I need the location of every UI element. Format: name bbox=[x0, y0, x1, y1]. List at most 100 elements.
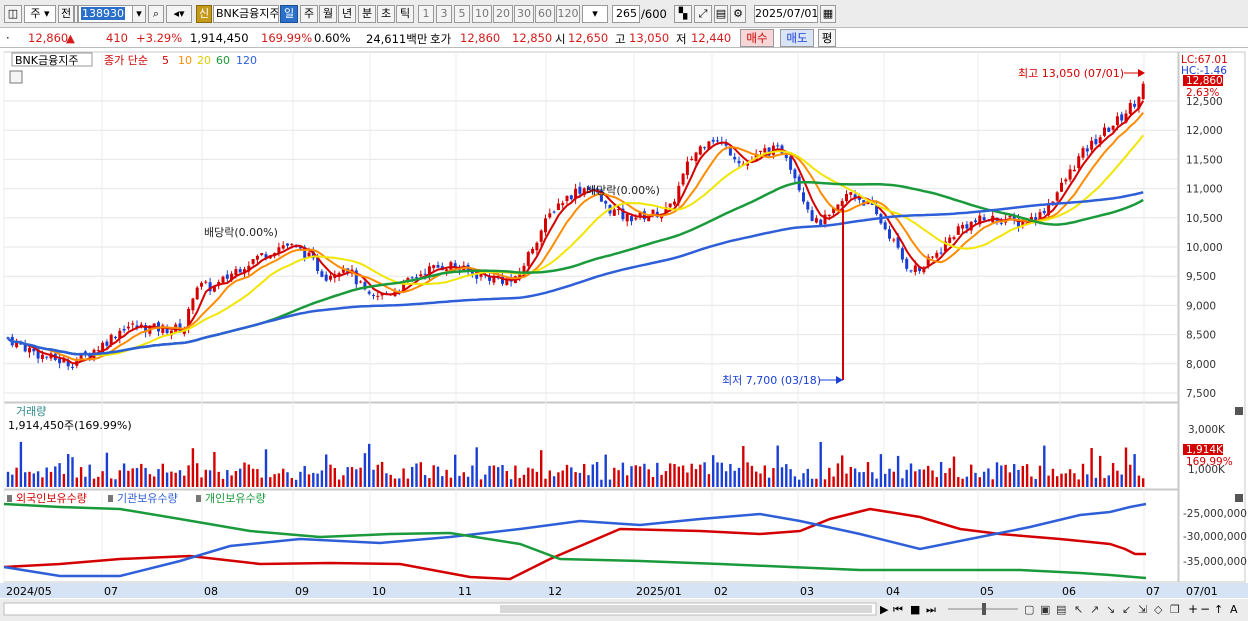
interval-120[interactable]: 120 bbox=[556, 5, 580, 23]
period-day[interactable]: 일 bbox=[280, 5, 298, 23]
copy-icon[interactable]: ❐ bbox=[1170, 603, 1180, 616]
layout-icon-3[interactable]: ▤ bbox=[1056, 603, 1066, 616]
candle-body bbox=[767, 147, 771, 156]
prev-arrow-icon[interactable] bbox=[74, 5, 78, 23]
eval-button[interactable]: 평 bbox=[818, 29, 836, 47]
volume-bar bbox=[1142, 478, 1145, 487]
stock-code-input[interactable]: 138930 bbox=[78, 5, 146, 23]
draw-tool-icon-4[interactable]: ↙ bbox=[1122, 603, 1131, 616]
price-panel[interactable] bbox=[3, 51, 1179, 403]
candle-body bbox=[574, 188, 578, 200]
stop-icon[interactable]: ■ bbox=[910, 603, 920, 616]
holder-panel[interactable] bbox=[3, 489, 1179, 583]
sell-button[interactable]: 매도 bbox=[780, 29, 814, 47]
count-input[interactable]: 265 bbox=[612, 5, 640, 23]
market-select[interactable]: 주 ▾ bbox=[24, 5, 56, 23]
interval-1[interactable]: 1 bbox=[418, 5, 434, 23]
period-minute[interactable]: 분 bbox=[358, 5, 376, 23]
candle-body bbox=[281, 245, 285, 249]
volume-bar bbox=[1008, 472, 1012, 487]
zoom-out-icon[interactable]: − bbox=[1200, 602, 1210, 616]
zoom-slider-handle[interactable] bbox=[982, 603, 986, 615]
period-tick[interactable]: 틱 bbox=[396, 5, 414, 23]
code-dropdown-icon[interactable]: ▾ bbox=[132, 5, 146, 23]
volume-bar bbox=[269, 477, 272, 487]
scroll-next-icon[interactable]: ⏭ bbox=[926, 603, 936, 616]
draw-tool-icon-1[interactable]: ↖ bbox=[1074, 603, 1083, 616]
stock-chart-svg[interactable]: 최저 7,700 (03/18) 최고 13,050 (07/01) 배당락(0… bbox=[0, 49, 1248, 621]
volume-bar bbox=[131, 468, 134, 487]
zoom-reset-icon[interactable]: ↑ bbox=[1214, 603, 1223, 616]
candle-body bbox=[290, 244, 294, 246]
volume-bars bbox=[6, 441, 1145, 487]
interval-3[interactable]: 3 bbox=[436, 5, 452, 23]
draw-tool-icon-3[interactable]: ↘ bbox=[1106, 603, 1115, 616]
draw-tool-icon-6[interactable]: ◇ bbox=[1154, 603, 1163, 616]
volume-bar bbox=[234, 470, 238, 487]
grid-toggle-icon[interactable] bbox=[9, 70, 23, 84]
period-month[interactable]: 월 bbox=[319, 5, 337, 23]
volume-close-icon[interactable] bbox=[1235, 407, 1243, 415]
hc-label: HC:-1.46 bbox=[1181, 65, 1227, 77]
candle-body bbox=[531, 248, 535, 254]
scrollbar-thumb[interactable] bbox=[500, 605, 872, 613]
interval-5[interactable]: 5 bbox=[454, 5, 470, 23]
interval-60[interactable]: 60 bbox=[535, 5, 555, 23]
volume-bar bbox=[918, 469, 921, 487]
candle-body bbox=[376, 295, 380, 297]
date-input[interactable]: 2025/07/01 bbox=[754, 5, 818, 23]
stock-name-field[interactable]: BNK금융지주 bbox=[213, 5, 279, 23]
interval-dropdown[interactable]: ▾ bbox=[582, 5, 608, 23]
layout-icon-1[interactable]: ▢ bbox=[1024, 603, 1034, 616]
volume-bar bbox=[110, 478, 113, 487]
draw-tool-icon-2[interactable]: ↗ bbox=[1090, 603, 1099, 616]
scroll-prev-icon[interactable]: ⏮ bbox=[893, 603, 903, 616]
volume-bar bbox=[256, 469, 259, 487]
candle-body bbox=[819, 219, 823, 226]
y-axis-area bbox=[1178, 51, 1246, 583]
volume-bar bbox=[866, 462, 870, 487]
volume-bar bbox=[1047, 475, 1050, 487]
interval-30[interactable]: 30 bbox=[514, 5, 534, 23]
volume-bar bbox=[853, 468, 857, 487]
layout-icon-2[interactable]: ▣ bbox=[1040, 603, 1050, 616]
interval-10[interactable]: 10 bbox=[472, 5, 492, 23]
buy-button[interactable]: 매수 bbox=[740, 29, 774, 47]
draw-tool-icon-5[interactable]: ⇲ bbox=[1138, 603, 1147, 616]
calendar-icon[interactable]: ▦ bbox=[820, 5, 836, 23]
gear-icon[interactable]: ⚙ bbox=[730, 5, 746, 23]
period-week[interactable]: 주 bbox=[300, 5, 318, 23]
hoga-label: 호가 bbox=[430, 32, 452, 46]
resize-icon[interactable]: ⤢ bbox=[694, 5, 712, 23]
search-icon[interactable]: ⌕ bbox=[148, 5, 164, 23]
tool-icon[interactable]: ▚ bbox=[674, 5, 692, 23]
volume-bar bbox=[815, 478, 818, 487]
candle-body bbox=[419, 274, 423, 277]
volume-bar bbox=[570, 467, 573, 487]
window-icon[interactable]: ◫ bbox=[4, 5, 22, 23]
volume-bar bbox=[187, 465, 190, 487]
volume-bar bbox=[346, 467, 349, 487]
holder-close-icon[interactable] bbox=[1235, 494, 1243, 502]
chart-area[interactable]: 최저 7,700 (03/18) 최고 13,050 (07/01) 배당락(0… bbox=[0, 49, 1248, 621]
save-icon[interactable]: ▤ bbox=[714, 5, 728, 23]
x-axis-right-label: 07/01 bbox=[1186, 585, 1218, 598]
period-year[interactable]: 년 bbox=[338, 5, 356, 23]
candle-body bbox=[918, 267, 922, 272]
auto-scale-icon[interactable]: A bbox=[1230, 603, 1238, 616]
period-second[interactable]: 초 bbox=[377, 5, 395, 23]
prev-button[interactable]: 전 bbox=[58, 5, 74, 23]
legend-name-box[interactable] bbox=[11, 52, 93, 67]
volume-bar bbox=[737, 467, 741, 487]
interval-20[interactable]: 20 bbox=[493, 5, 513, 23]
credit-badge[interactable]: 신 bbox=[196, 5, 212, 23]
volume-bar bbox=[479, 479, 483, 487]
candle-body bbox=[423, 273, 427, 275]
scroll-right-icon[interactable]: ▶ bbox=[880, 603, 889, 616]
candle-body bbox=[587, 187, 590, 191]
sound-icon[interactable]: ◂▾ bbox=[166, 5, 192, 23]
volume-bar bbox=[350, 467, 354, 487]
candle-body bbox=[1038, 212, 1042, 223]
volume-bar bbox=[1133, 454, 1136, 487]
zoom-in-icon[interactable]: + bbox=[1188, 602, 1198, 616]
